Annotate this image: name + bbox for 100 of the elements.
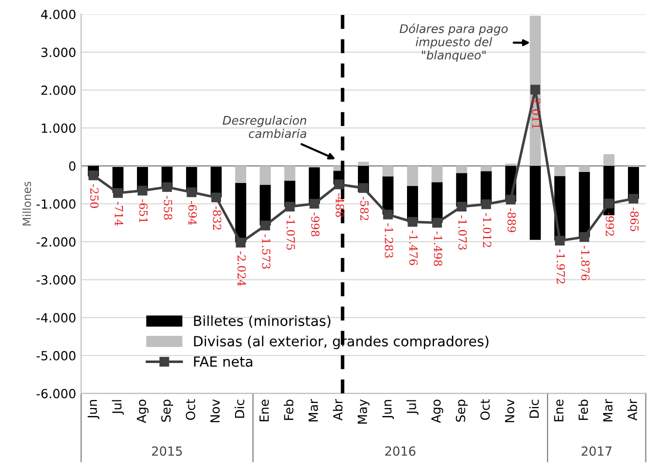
x-tick-label: Sep — [456, 400, 468, 422]
x-tick-label: Dic — [529, 400, 539, 418]
x-tick-label: May — [358, 399, 370, 424]
point — [186, 187, 196, 198]
bar — [530, 166, 541, 240]
y-tick-label: 0 — [69, 161, 76, 171]
data-label: -889 — [508, 208, 516, 232]
y-tick-label: 4.000 — [41, 10, 76, 20]
data-label: -1.972 — [556, 250, 566, 284]
bar — [554, 166, 566, 176]
x-tick-label: Ene — [260, 400, 269, 422]
x-tick-label: Feb — [578, 400, 588, 420]
point — [604, 198, 614, 208]
data-label: -998 — [311, 212, 320, 236]
x-tick-label: Abr — [627, 398, 638, 421]
data-label: -651 — [139, 199, 148, 222]
y-tick-label: 2.000 — [41, 86, 76, 95]
x-tick-label: Oct — [186, 399, 196, 420]
y-tick-label: 1.000 — [42, 123, 76, 133]
annotation: Dólares para pago impuesto del "blanqueo" — [400, 23, 508, 62]
point — [530, 84, 540, 95]
annotation: Desregulacion cambiaria — [222, 116, 306, 138]
legend-label: FAE neta — [194, 356, 252, 367]
bar — [260, 166, 271, 185]
data-label: -1.283 — [384, 223, 394, 258]
bar — [578, 172, 590, 238]
text: 2015 — [152, 446, 182, 456]
data-label: -1.876 — [581, 246, 590, 280]
point — [383, 210, 393, 220]
data-label: -582 — [360, 196, 369, 220]
data-label: -714 — [114, 202, 124, 226]
point — [580, 232, 590, 242]
x-tick-label: Ago — [431, 400, 444, 424]
data-label: -250 — [90, 184, 99, 208]
bar — [235, 166, 246, 183]
bar — [407, 166, 418, 186]
x-tick-label: Mar — [308, 398, 318, 422]
point — [284, 202, 295, 212]
point — [138, 186, 148, 196]
x-tick-label: Mar — [603, 398, 613, 422]
point — [554, 236, 565, 246]
x-tick-label: Nov — [210, 399, 220, 422]
x-tick-label: Dic — [234, 400, 244, 418]
point — [628, 194, 638, 204]
point — [162, 182, 172, 192]
point — [456, 202, 466, 212]
y-axis-title: Millones — [22, 182, 32, 226]
bar — [603, 154, 614, 166]
data-label: -1.012 — [482, 213, 492, 248]
point — [88, 170, 98, 180]
bar — [358, 162, 369, 166]
point — [408, 217, 418, 227]
data-label: -2.024 — [237, 251, 246, 286]
x-tick-label: Nov — [505, 399, 514, 422]
bar — [284, 166, 296, 181]
data-label: 2.011 — [532, 98, 540, 128]
bar — [235, 182, 246, 242]
point — [260, 220, 270, 230]
x-tick-label: Jul — [112, 400, 124, 415]
point — [309, 198, 320, 209]
y-tick-label: -3.000 — [36, 275, 76, 285]
x-tick-label: Sep — [161, 400, 174, 422]
data-label: -488 — [336, 193, 344, 217]
point — [334, 180, 344, 190]
y-tick-label: -6.000 — [36, 388, 76, 398]
data-label: -832 — [212, 206, 222, 230]
x-tick-label: Ene — [554, 400, 564, 422]
data-label: -1.573 — [262, 234, 270, 269]
bar — [432, 166, 443, 182]
point — [113, 188, 123, 198]
data-label: -1.498 — [434, 232, 442, 266]
data-label: -1.476 — [409, 230, 418, 266]
y-tick-label: -4.000 — [36, 313, 76, 323]
y-tick-label: -2.000 — [36, 237, 76, 247]
point — [481, 199, 492, 210]
point — [211, 192, 222, 202]
point — [506, 194, 516, 204]
legend-label: Billetes (minoristas) — [194, 315, 330, 328]
x-tick-label: Jun — [382, 400, 394, 420]
x-tick-label: Oct — [480, 399, 490, 420]
data-label: -992 — [606, 212, 614, 236]
point — [358, 183, 368, 193]
y-tick-label: -5.000 — [36, 350, 76, 360]
x-tick-label: Ago — [136, 400, 149, 424]
bar — [578, 166, 590, 172]
text: 2017 — [582, 446, 612, 456]
x-tick-label: Abr — [332, 398, 343, 421]
x-tick-label: Jul — [406, 400, 418, 415]
text: 2016 — [385, 446, 416, 456]
data-label: -1.075 — [286, 215, 295, 250]
bar — [480, 166, 492, 172]
point — [236, 238, 246, 248]
data-label: -694 — [188, 201, 197, 225]
data-label: -865 — [630, 208, 639, 232]
data-label: -1.073 — [458, 215, 467, 250]
y-tick-label: 3.000 — [41, 48, 76, 58]
data-label: -558 — [164, 196, 172, 220]
bar — [382, 166, 394, 177]
x-tick-label: Jun — [88, 400, 100, 420]
y-tick-label: -1.000 — [36, 199, 76, 209]
